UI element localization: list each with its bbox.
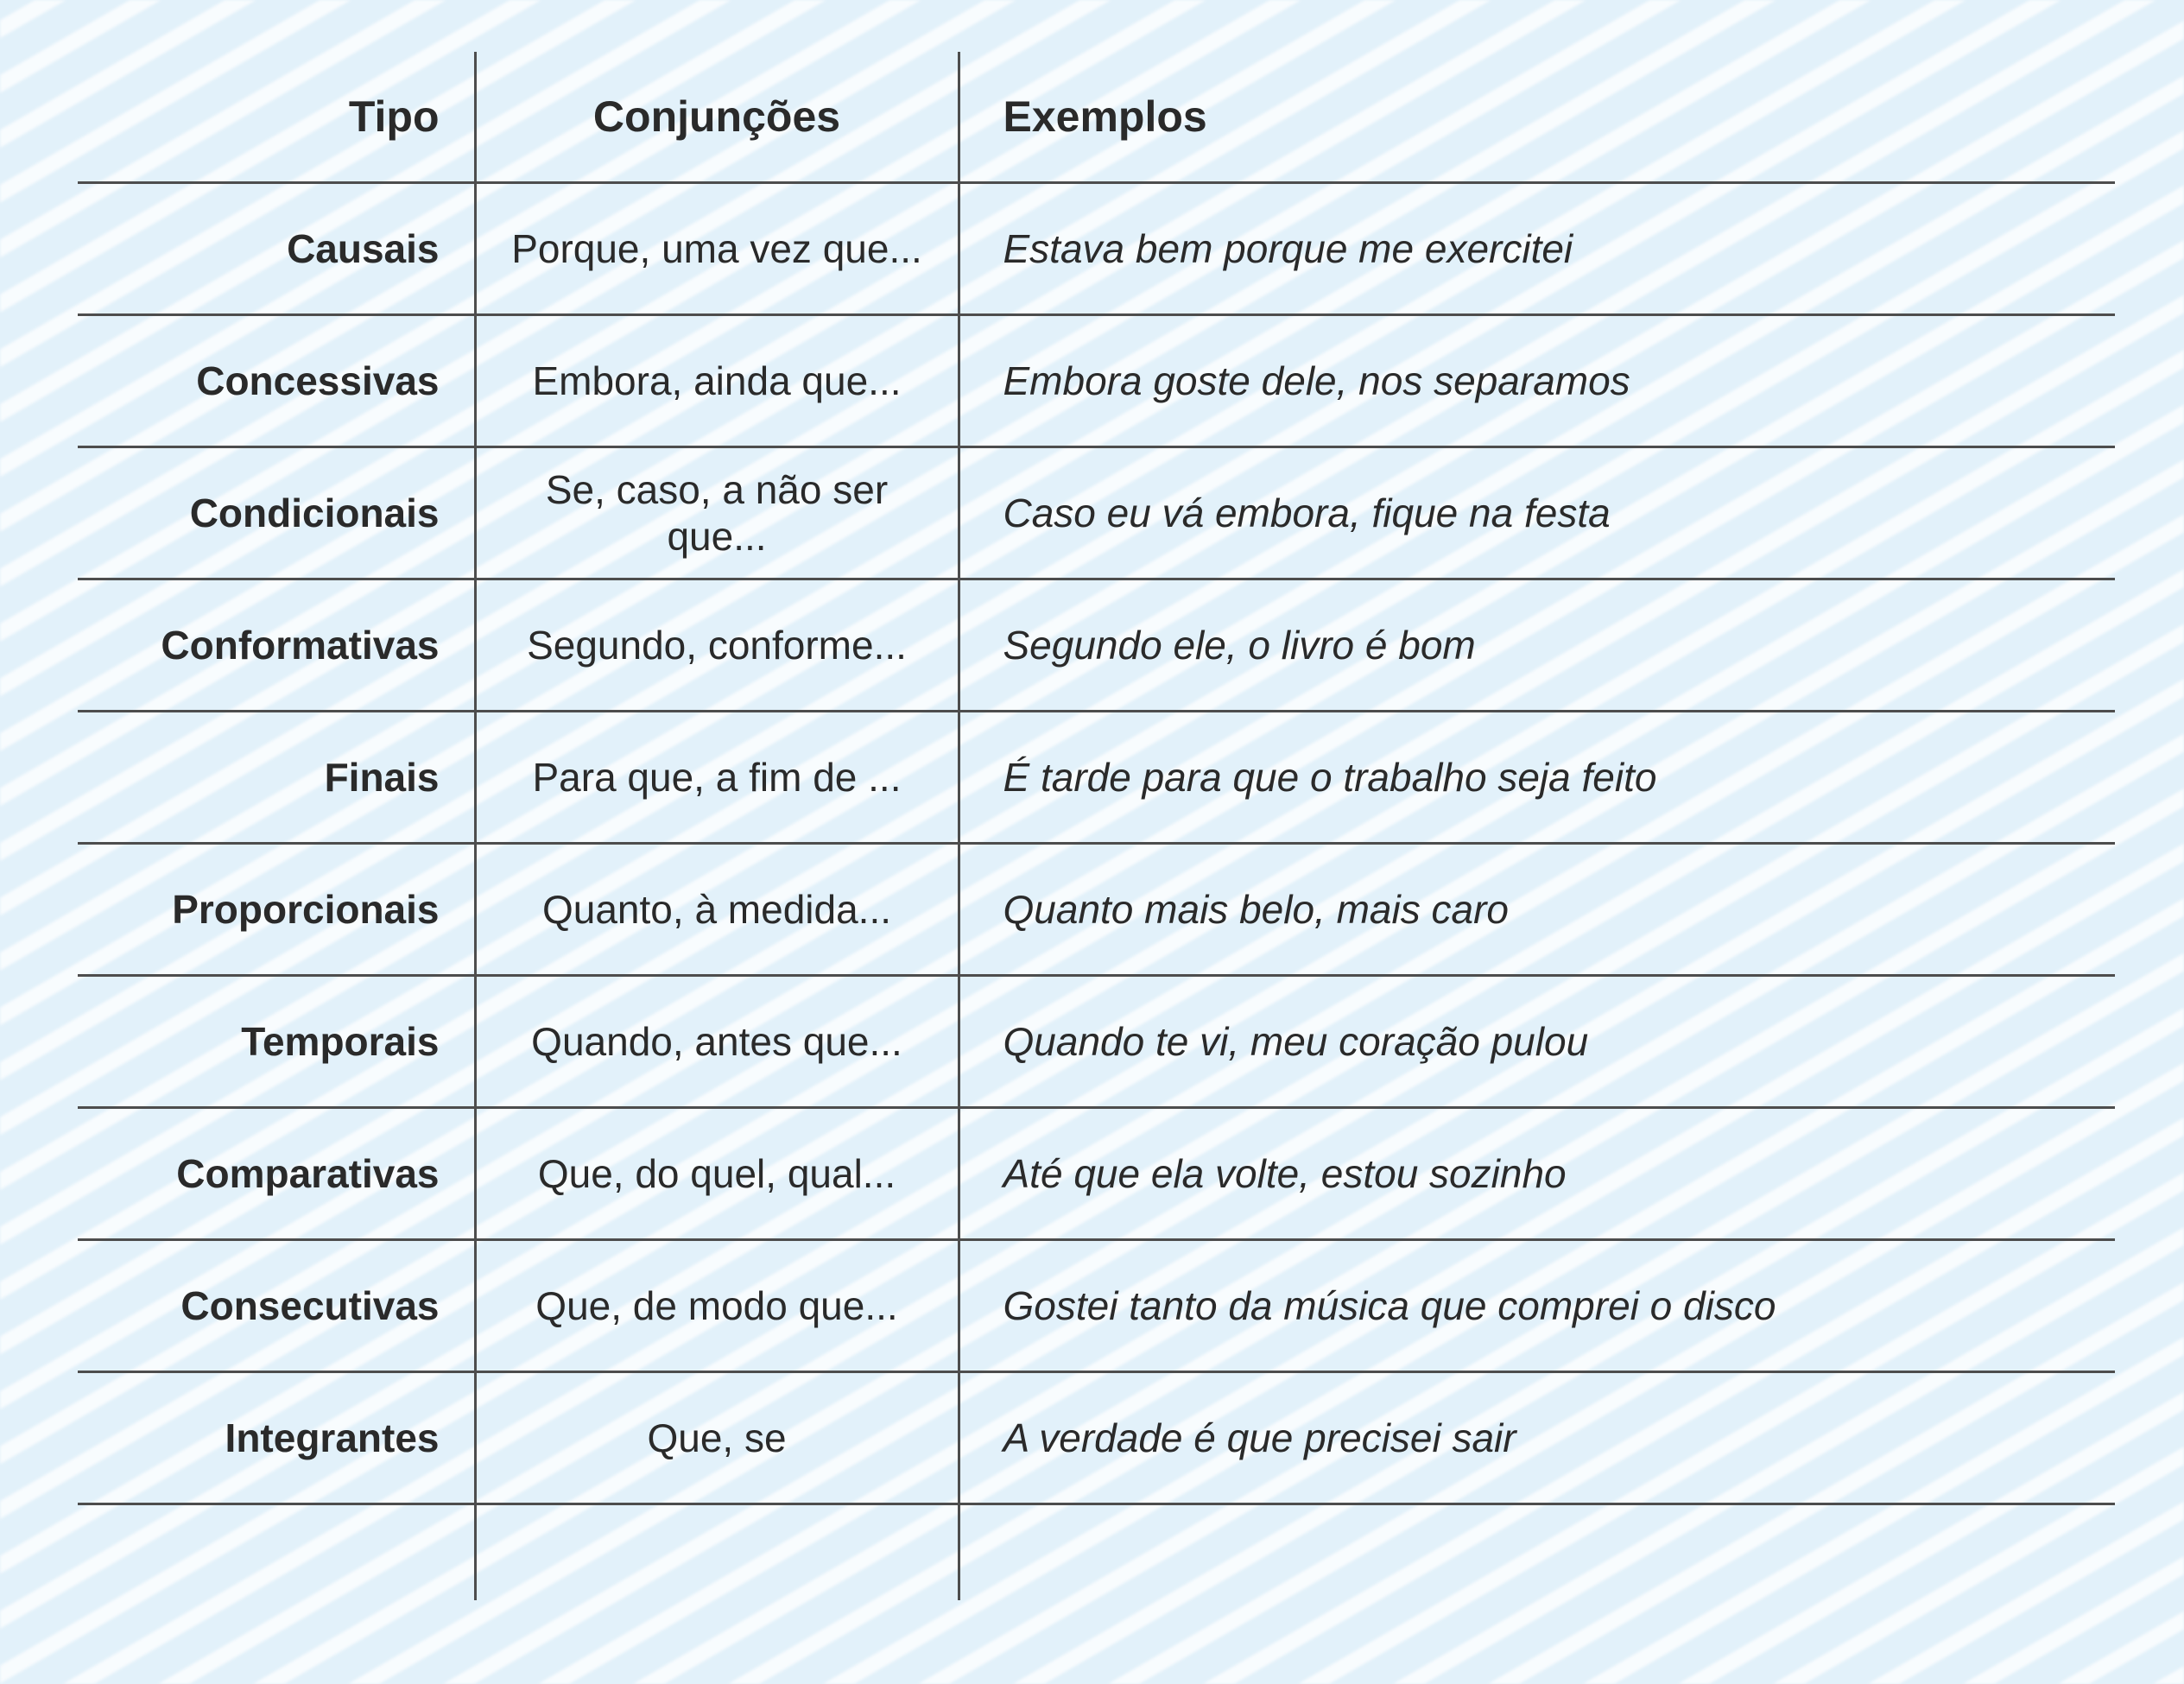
cell-conj: Que, do quel, qual... [475,1108,959,1240]
cell-tipo: Causais [78,183,475,315]
cell-ex: Quando te vi, meu coração pulou [959,976,2115,1108]
cell-conj: Quando, antes que... [475,976,959,1108]
table-row: Comparativas Que, do quel, qual... Até q… [78,1108,2115,1240]
table-body: Causais Porque, uma vez que... Estava be… [78,183,2115,1601]
table-row: Integrantes Que, se A verdade é que prec… [78,1372,2115,1504]
cell-conj: Que, de modo que... [475,1240,959,1372]
table-row: Proporcionais Quanto, à medida... Quanto… [78,844,2115,976]
cell-conj: Segundo, conforme... [475,579,959,712]
cell-tipo: Concessivas [78,315,475,447]
cell-tipo: Conformativas [78,579,475,712]
cell-ex: Gostei tanto da música que comprei o dis… [959,1240,2115,1372]
cell-tipo: Consecutivas [78,1240,475,1372]
header-exemplos: Exemplos [959,52,2115,183]
cell-blank [475,1504,959,1601]
cell-blank [959,1504,2115,1601]
cell-conj: Se, caso, a não ser que... [475,447,959,579]
cell-conj: Para que, a fim de ... [475,712,959,844]
table-row: Condicionais Se, caso, a não ser que... … [78,447,2115,579]
cell-ex: Quanto mais belo, mais caro [959,844,2115,976]
cell-tipo: Temporais [78,976,475,1108]
cell-ex: Segundo ele, o livro é bom [959,579,2115,712]
table-row: Causais Porque, uma vez que... Estava be… [78,183,2115,315]
cell-ex: Caso eu vá embora, fique na festa [959,447,2115,579]
cell-ex: A verdade é que precisei sair [959,1372,2115,1504]
cell-tipo: Integrantes [78,1372,475,1504]
header-tipo: Tipo [78,52,475,183]
cell-tipo: Condicionais [78,447,475,579]
cell-ex: É tarde para que o trabalho seja feito [959,712,2115,844]
header-conjuncoes: Conjunções [475,52,959,183]
cell-tipo: Proporcionais [78,844,475,976]
cell-ex: Até que ela volte, estou sozinho [959,1108,2115,1240]
cell-tipo: Finais [78,712,475,844]
cell-ex: Estava bem porque me exercitei [959,183,2115,315]
table-row: Consecutivas Que, de modo que... Gostei … [78,1240,2115,1372]
table-row: Concessivas Embora, ainda que... Embora … [78,315,2115,447]
conjunctions-table: Tipo Conjunções Exemplos Causais Porque,… [78,52,2115,1600]
cell-conj: Quanto, à medida... [475,844,959,976]
table-row: Temporais Quando, antes que... Quando te… [78,976,2115,1108]
page-container: Tipo Conjunções Exemplos Causais Porque,… [0,0,2184,1684]
cell-conj: Porque, uma vez que... [475,183,959,315]
cell-conj: Embora, ainda que... [475,315,959,447]
table-header-row: Tipo Conjunções Exemplos [78,52,2115,183]
cell-conj: Que, se [475,1372,959,1504]
cell-ex: Embora goste dele, nos separamos [959,315,2115,447]
cell-tipo: Comparativas [78,1108,475,1240]
table-blank-row [78,1504,2115,1601]
cell-blank [78,1504,475,1601]
table-row: Conformativas Segundo, conforme... Segun… [78,579,2115,712]
table-row: Finais Para que, a fim de ... É tarde pa… [78,712,2115,844]
